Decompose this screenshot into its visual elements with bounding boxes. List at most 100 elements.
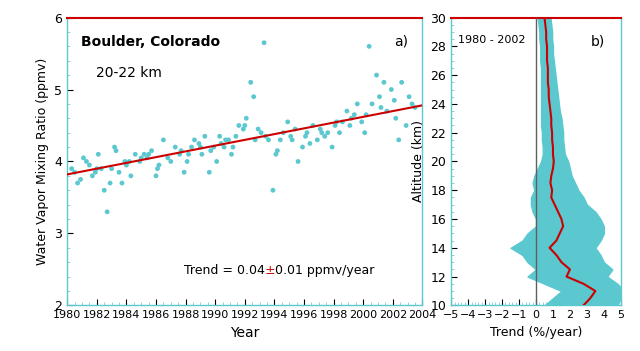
Point [407, 101, 417, 107]
Point [308, 122, 318, 128]
Point [238, 126, 248, 132]
Point [152, 166, 163, 171]
Point [195, 144, 205, 150]
Point [386, 87, 396, 92]
Point [305, 141, 315, 146]
Point [125, 173, 136, 179]
Point [361, 112, 371, 118]
Point [231, 133, 241, 139]
Point [158, 137, 168, 143]
Point [106, 166, 116, 171]
Point [186, 144, 196, 150]
Point [342, 108, 352, 114]
Point [332, 119, 342, 125]
Point [87, 173, 97, 179]
Point [268, 187, 278, 193]
Point [214, 133, 225, 139]
Point [241, 115, 252, 121]
Point [120, 159, 130, 164]
Point [356, 119, 367, 125]
Point [209, 144, 219, 150]
Point [216, 141, 226, 146]
Point [300, 133, 310, 139]
Point [367, 101, 377, 107]
Point [285, 133, 296, 139]
Point [410, 105, 420, 110]
Point [170, 144, 180, 150]
Point [278, 130, 289, 135]
Point [78, 155, 88, 161]
Point [205, 148, 216, 153]
Point [352, 101, 362, 107]
Point [346, 115, 356, 121]
Point [194, 141, 204, 146]
Point [283, 119, 293, 125]
Point [259, 40, 269, 46]
Point [364, 44, 374, 49]
Point [151, 173, 161, 179]
Point [166, 159, 176, 164]
Point [70, 170, 80, 175]
Point [212, 159, 222, 164]
Point [374, 94, 385, 100]
Point [287, 137, 297, 143]
Point [109, 144, 120, 150]
Point [298, 144, 308, 150]
Point [389, 98, 399, 103]
Point [81, 159, 92, 164]
Point [196, 152, 207, 157]
Point [345, 122, 355, 128]
Point [371, 72, 381, 78]
Point [90, 170, 100, 175]
Point [381, 108, 392, 114]
Point [394, 137, 404, 143]
Point [179, 170, 189, 175]
Text: 0.01 ppmv/year: 0.01 ppmv/year [271, 264, 375, 277]
Point [250, 137, 260, 143]
Point [154, 162, 164, 168]
Point [248, 94, 259, 100]
Point [349, 112, 360, 118]
Point [290, 126, 300, 132]
Point [96, 166, 106, 171]
Point [182, 159, 192, 164]
Point [234, 122, 244, 128]
Y-axis label: Water Vapor Mixing Ratio (ppmv): Water Vapor Mixing Ratio (ppmv) [36, 58, 49, 265]
Point [256, 130, 266, 135]
X-axis label: Year: Year [230, 326, 259, 340]
Text: b): b) [590, 35, 605, 49]
Point [335, 130, 345, 135]
Point [92, 166, 102, 171]
Point [271, 152, 281, 157]
Point [390, 115, 401, 121]
Point [84, 162, 95, 168]
Point [102, 209, 112, 215]
Point [105, 180, 115, 186]
Point [260, 133, 271, 139]
Point [246, 80, 256, 85]
Point [293, 159, 303, 164]
Point [315, 126, 325, 132]
Text: 20-22 km: 20-22 km [95, 66, 161, 80]
Point [223, 137, 234, 143]
Point [239, 122, 250, 128]
Point [139, 152, 149, 157]
Text: Boulder, Colorado: Boulder, Colorado [81, 35, 221, 49]
Point [253, 126, 263, 132]
Point [67, 166, 77, 171]
Point [142, 155, 152, 161]
Point [93, 152, 104, 157]
Point [200, 133, 210, 139]
Point [111, 148, 121, 153]
Point [323, 130, 333, 135]
Point [121, 162, 131, 168]
Point [99, 187, 109, 193]
Point [219, 144, 229, 150]
Point [401, 122, 412, 128]
Point [397, 80, 407, 85]
Point [176, 148, 186, 153]
Point [337, 119, 348, 125]
Point [317, 130, 327, 135]
Text: ±: ± [264, 264, 275, 277]
Point [124, 159, 134, 164]
